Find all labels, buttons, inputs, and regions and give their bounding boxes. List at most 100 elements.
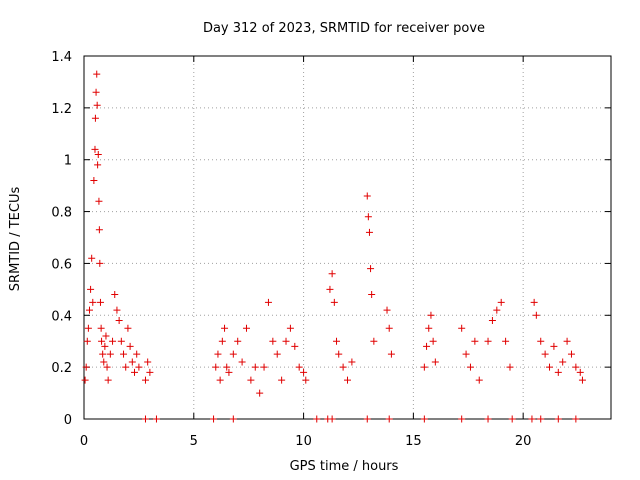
- data-point: [131, 368, 139, 376]
- data-point: [82, 363, 90, 371]
- data-point: [141, 415, 149, 423]
- data-point: [269, 337, 277, 345]
- data-point: [506, 363, 514, 371]
- grid: [84, 56, 611, 419]
- data-point: [141, 376, 149, 384]
- data-point: [462, 350, 470, 358]
- data-point: [122, 363, 130, 371]
- data-point: [541, 350, 549, 358]
- data-point: [291, 342, 299, 350]
- data-point: [98, 337, 106, 345]
- data-point: [100, 358, 108, 366]
- data-point: [152, 415, 160, 423]
- data-point: [333, 337, 341, 345]
- data-point: [385, 324, 393, 332]
- data-point: [212, 363, 220, 371]
- data-point: [326, 285, 334, 293]
- data-point: [84, 324, 92, 332]
- data-point: [92, 88, 100, 96]
- data-point: [484, 337, 492, 345]
- data-point: [475, 376, 483, 384]
- y-tick-label: 0.2: [51, 361, 72, 376]
- data-point: [528, 415, 536, 423]
- data-point: [546, 363, 554, 371]
- data-point: [111, 291, 119, 299]
- data-point: [93, 101, 101, 109]
- data-point: [537, 415, 545, 423]
- x-tick-label: 20: [515, 434, 532, 449]
- data-point: [286, 324, 294, 332]
- data-point: [302, 376, 310, 384]
- data-point: [458, 324, 466, 332]
- data-point: [466, 363, 474, 371]
- data-point: [264, 298, 272, 306]
- data-point: [502, 337, 510, 345]
- data-point: [229, 415, 237, 423]
- data-point: [530, 298, 538, 306]
- data-point: [102, 332, 110, 340]
- data-point: [383, 306, 391, 314]
- data-point: [364, 213, 372, 221]
- data-point: [109, 337, 117, 345]
- data-point: [83, 337, 91, 345]
- data-point: [578, 376, 586, 384]
- data-point: [429, 337, 437, 345]
- plot-border: [83, 55, 612, 420]
- data-point: [471, 337, 479, 345]
- data-point: [348, 358, 356, 366]
- data-point: [210, 415, 218, 423]
- data-point: [387, 350, 395, 358]
- data-point: [85, 306, 93, 314]
- data-point: [559, 358, 567, 366]
- data-point: [96, 259, 104, 267]
- data-point: [370, 337, 378, 345]
- data-point: [532, 311, 540, 319]
- data-point: [300, 368, 308, 376]
- data-point: [88, 254, 96, 262]
- data-point: [493, 306, 501, 314]
- chart-title: Day 312 of 2023, SRMTID for receiver pov…: [203, 21, 485, 36]
- data-point: [328, 415, 336, 423]
- data-point: [95, 197, 103, 205]
- data-point: [238, 358, 246, 366]
- data-point: [97, 324, 105, 332]
- data-point: [146, 368, 154, 376]
- data-point: [81, 376, 89, 384]
- data-point: [247, 376, 255, 384]
- data-point: [260, 363, 268, 371]
- data-point: [563, 337, 571, 345]
- data-point: [101, 342, 109, 350]
- data-point: [104, 376, 112, 384]
- data-point: [550, 342, 558, 350]
- data-point: [89, 298, 97, 306]
- x-axis-label: GPS time / hours: [290, 459, 399, 474]
- data-point: [256, 389, 264, 397]
- data-point: [251, 363, 259, 371]
- data-point: [554, 415, 562, 423]
- data-point: [96, 298, 104, 306]
- data-point: [368, 291, 376, 299]
- data-point: [106, 350, 114, 358]
- data-points: [81, 70, 586, 423]
- data-point: [572, 363, 580, 371]
- data-point: [420, 415, 428, 423]
- y-tick-label: 0.6: [51, 257, 72, 272]
- data-point: [328, 270, 336, 278]
- data-point: [93, 70, 101, 78]
- data-point: [363, 192, 371, 200]
- data-point: [242, 324, 250, 332]
- data-point: [427, 311, 435, 319]
- data-point: [120, 350, 128, 358]
- x-tick-label: 15: [405, 434, 422, 449]
- data-point: [113, 306, 121, 314]
- data-point: [229, 350, 237, 358]
- data-point: [282, 337, 290, 345]
- data-point: [117, 337, 125, 345]
- data-point: [423, 342, 431, 350]
- y-tick-label: 0: [64, 413, 72, 428]
- data-point: [420, 363, 428, 371]
- data-point: [484, 415, 492, 423]
- data-point: [126, 342, 134, 350]
- data-point: [497, 298, 505, 306]
